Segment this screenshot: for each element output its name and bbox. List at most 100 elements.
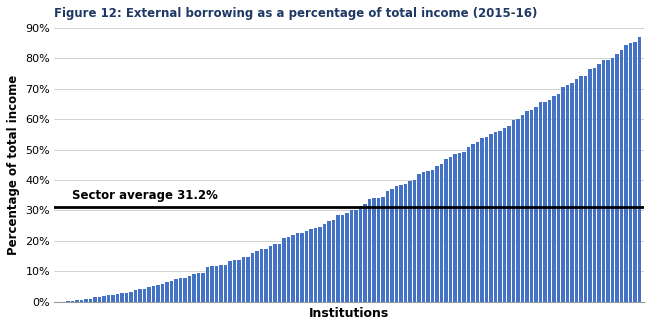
Bar [309, 229, 312, 301]
Bar [408, 181, 411, 301]
Bar [552, 96, 556, 301]
Bar [449, 157, 452, 301]
Bar [561, 87, 564, 301]
Bar [471, 144, 475, 301]
Bar [494, 132, 497, 301]
Bar [273, 244, 277, 301]
Bar [598, 64, 601, 301]
Bar [147, 287, 150, 301]
Bar [363, 204, 367, 301]
Bar [332, 220, 335, 301]
Bar [440, 164, 443, 301]
Bar [525, 111, 529, 301]
Bar [269, 246, 272, 301]
Bar [287, 237, 290, 301]
Bar [521, 115, 524, 301]
Bar [300, 232, 303, 301]
Bar [638, 37, 641, 301]
Bar [386, 191, 389, 301]
Bar [337, 215, 340, 301]
Bar [530, 110, 533, 301]
Bar [125, 293, 128, 301]
Bar [192, 274, 196, 301]
Bar [557, 94, 561, 301]
Bar [305, 231, 308, 301]
Bar [381, 197, 385, 301]
Bar [170, 281, 173, 301]
Bar [462, 152, 465, 301]
Bar [354, 210, 357, 301]
Bar [184, 278, 187, 301]
Bar [120, 293, 124, 301]
Bar [246, 257, 249, 301]
Bar [116, 294, 119, 301]
Bar [201, 273, 204, 301]
Bar [570, 83, 574, 301]
Bar [318, 227, 322, 301]
Bar [260, 249, 263, 301]
Text: Figure 12: External borrowing as a percentage of total income (2015-16): Figure 12: External borrowing as a perce… [55, 7, 538, 20]
Bar [130, 292, 133, 301]
Bar [138, 289, 142, 301]
Bar [633, 42, 637, 301]
Bar [283, 238, 286, 301]
Bar [606, 60, 610, 301]
Bar [615, 54, 618, 301]
Bar [512, 120, 515, 301]
Bar [498, 131, 502, 301]
Bar [539, 102, 542, 301]
Bar [197, 273, 200, 301]
Bar [93, 298, 96, 301]
Bar [593, 68, 596, 301]
Bar [391, 189, 394, 301]
Bar [458, 153, 461, 301]
Bar [575, 78, 578, 301]
Bar [476, 142, 479, 301]
Bar [413, 180, 416, 301]
Bar [107, 295, 110, 301]
Bar [152, 286, 155, 301]
Bar [445, 160, 448, 301]
Bar [89, 299, 92, 301]
Bar [237, 260, 241, 301]
Bar [417, 174, 421, 301]
Bar [372, 198, 376, 301]
Bar [165, 282, 169, 301]
Bar [251, 253, 254, 301]
Bar [624, 45, 628, 301]
Bar [422, 172, 425, 301]
Bar [296, 233, 299, 301]
Bar [327, 221, 331, 301]
Text: Sector average 31.2%: Sector average 31.2% [72, 189, 218, 202]
Bar [79, 300, 83, 301]
Bar [544, 102, 547, 301]
Bar [426, 171, 430, 301]
Bar [340, 215, 344, 301]
Bar [111, 295, 115, 301]
Bar [76, 300, 79, 301]
Bar [377, 198, 380, 301]
Bar [485, 137, 488, 301]
Bar [156, 285, 159, 301]
Bar [174, 279, 178, 301]
Bar [143, 289, 146, 301]
Bar [395, 186, 398, 301]
Bar [229, 261, 232, 301]
Bar [368, 199, 371, 301]
Bar [179, 278, 182, 301]
Bar [490, 134, 493, 301]
Bar [206, 267, 209, 301]
Bar [314, 229, 317, 301]
X-axis label: Institutions: Institutions [309, 307, 389, 320]
Bar [589, 69, 592, 301]
Bar [102, 296, 105, 301]
Bar [133, 290, 137, 301]
Bar [602, 60, 605, 301]
Y-axis label: Percentage of total income: Percentage of total income [7, 75, 20, 255]
Bar [187, 276, 191, 301]
Bar [278, 244, 281, 301]
Bar [534, 107, 538, 301]
Bar [620, 50, 623, 301]
Bar [210, 266, 214, 301]
Bar [161, 284, 164, 301]
